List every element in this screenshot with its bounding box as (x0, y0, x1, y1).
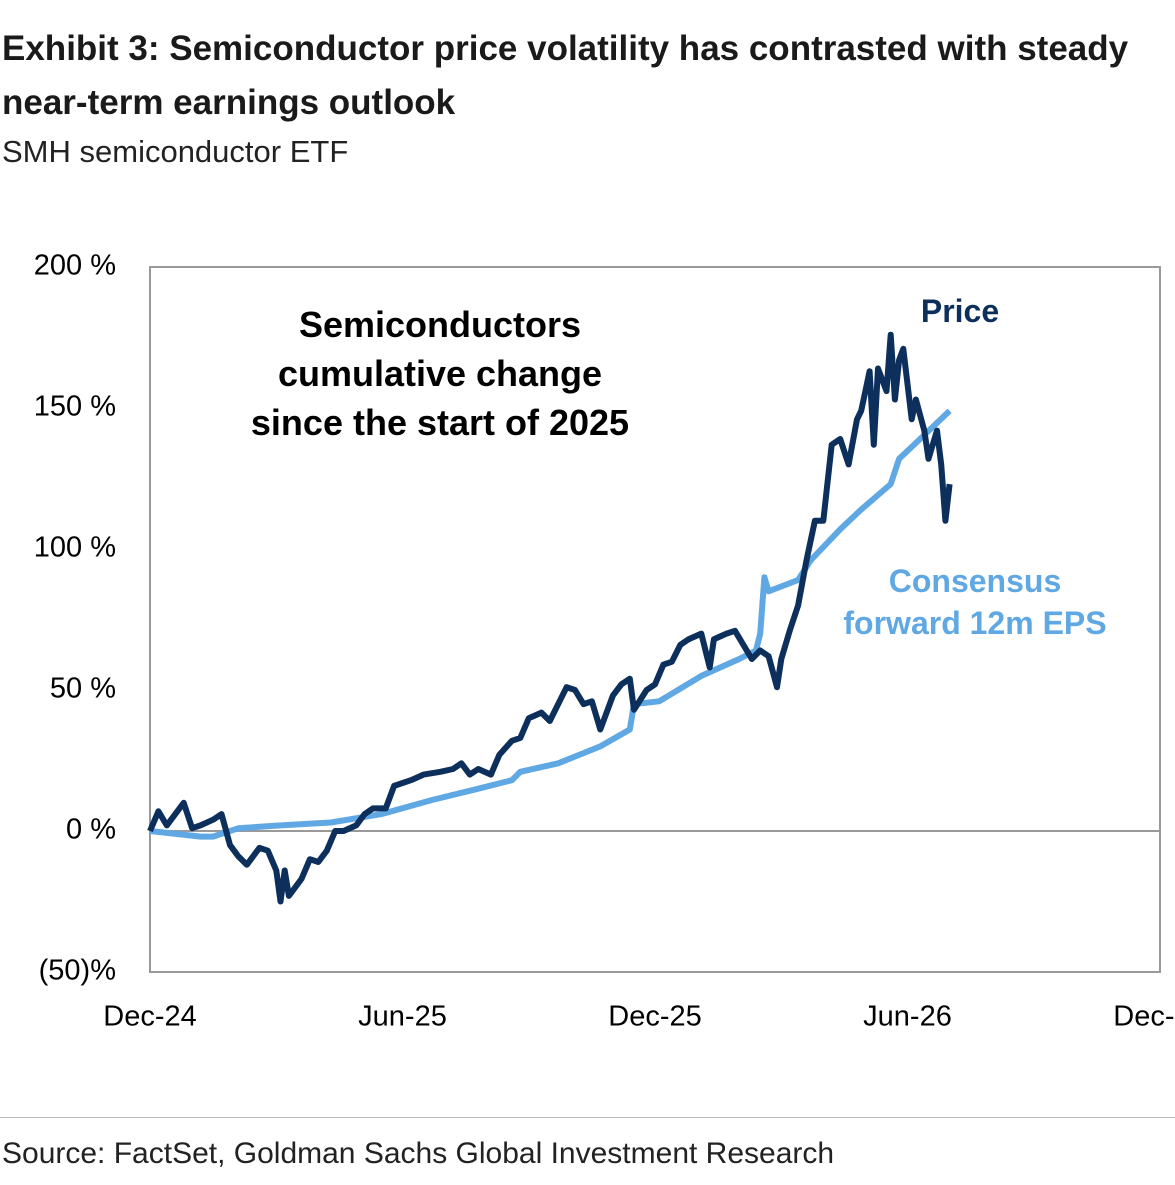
series-label: Price (920, 293, 1000, 329)
y-tick-label: 50 % (50, 673, 116, 705)
x-tick-label: Dec-26 (1113, 1001, 1175, 1033)
y-tick-label: 100 % (34, 532, 116, 564)
y-tick-label: 200 % (34, 250, 116, 282)
annotation: Semiconductors cumulative change since t… (250, 304, 630, 443)
x-tick-label: Dec-25 (608, 1001, 702, 1033)
series-label: Consensus forward 12m EPS (843, 563, 1107, 641)
title: Exhibit 3: Semiconductor price volatilit… (2, 29, 1129, 122)
plot-frame (149, 266, 1161, 973)
subtitle: SMH semiconductor ETF (2, 134, 349, 169)
source: Source: FactSet, Goldman Sachs Global In… (2, 1137, 835, 1170)
x-tick-label: Jun-26 (863, 1001, 952, 1033)
axes: (50)% 0 % 50 % 100 % 150 % 200 % Dec-24 Jun-25 D… (34, 250, 1175, 1033)
series-line (149, 408, 952, 840)
divider (0, 1117, 1175, 1118)
y-tick-label: 150 % (34, 391, 116, 423)
series-line (147, 331, 953, 905)
x-tick-label: Jun-25 (358, 1001, 447, 1033)
y-tick-label: (50)% (39, 955, 116, 987)
lines (147, 331, 953, 905)
y-tick-label: 0 % (66, 814, 116, 846)
x-tick-label: Dec-24 (103, 1001, 197, 1033)
